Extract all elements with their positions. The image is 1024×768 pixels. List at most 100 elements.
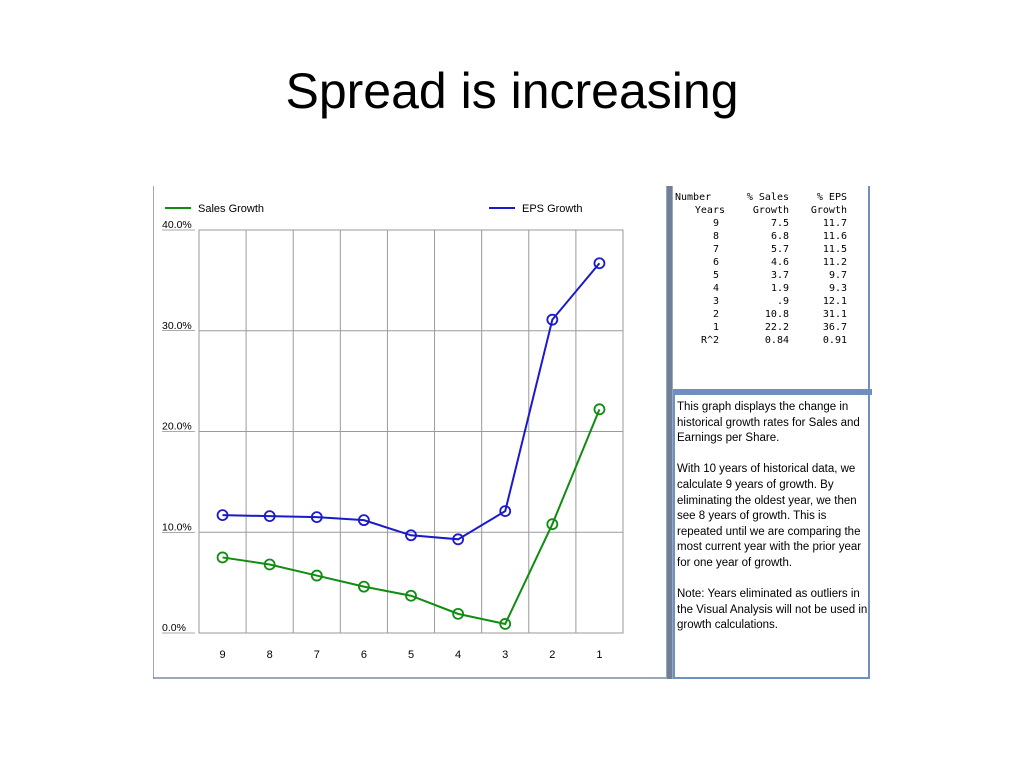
- data-point-marker: [499, 618, 512, 630]
- x-tick-label: 5: [408, 649, 414, 661]
- table-row: 4 1.9 9.3: [675, 282, 847, 295]
- legend-label: Sales Growth: [198, 203, 264, 215]
- table-cell: 0.84: [764, 335, 789, 346]
- table-cell: 11.6: [822, 231, 847, 242]
- table-row: 7 5.7 11.5: [675, 243, 847, 256]
- x-tick-label: 6: [361, 649, 367, 661]
- table-cell: 7: [712, 244, 719, 255]
- chart-legend: Sales Growth EPS Growth: [165, 203, 583, 215]
- data-point-marker: [405, 529, 417, 542]
- growth-table: Number % Sales % EPS Years Growth Growth…: [675, 191, 847, 347]
- x-tick-label: 4: [455, 649, 461, 661]
- table-header-cell: Growth: [752, 205, 789, 216]
- data-point-marker: [452, 533, 465, 546]
- table-row: R^2 0.84 0.91: [675, 334, 847, 347]
- growth-line-chart: Sales Growth EPS Growth 40.0%30.0%20.0%10…: [153, 186, 666, 679]
- table-cell: 36.7: [822, 322, 847, 333]
- table-cell: 5.7: [770, 244, 789, 255]
- table-row: 5 3.7 9.7: [675, 269, 847, 282]
- table-row: 8 6.8 11.6: [675, 230, 847, 243]
- table-cell: 0.91: [822, 335, 847, 346]
- table-header-cell: Years: [694, 205, 725, 216]
- table-cell: 9.3: [828, 283, 847, 294]
- table-cell: 9: [712, 218, 719, 229]
- table-cell: 7.5: [770, 218, 789, 229]
- table-header-row: Number % Sales % EPS: [675, 191, 847, 204]
- x-tick-label: 1: [596, 649, 602, 661]
- table-header-cell: Number: [675, 192, 712, 203]
- panel-separator: [673, 389, 872, 395]
- table-header-cell: % EPS: [816, 192, 847, 203]
- table-cell: 11.2: [822, 257, 847, 268]
- table-cell: 5: [712, 270, 719, 281]
- table-cell: 11.5: [822, 244, 847, 255]
- data-point-marker: [216, 551, 229, 564]
- table-cell: 1.9: [770, 283, 789, 294]
- data-point-marker: [263, 510, 276, 523]
- x-tick-label: 3: [502, 649, 508, 661]
- table-row: 1 22.2 36.7: [675, 321, 847, 334]
- data-point-marker: [263, 558, 276, 571]
- table-cell: R^2: [700, 335, 719, 346]
- x-tick-label: 2: [549, 649, 555, 661]
- table-cell: 4: [712, 283, 719, 294]
- table-row: 9 7.5 11.7: [675, 217, 847, 230]
- table-cell: 10.8: [764, 309, 789, 320]
- description-paragraph: This graph displays the change in histor…: [677, 401, 860, 445]
- data-point-marker: [593, 403, 606, 416]
- table-row: 2 10.8 31.1: [675, 308, 847, 321]
- table-cell: .9: [776, 296, 789, 307]
- growth-table-panel: Number % Sales % EPS Years Growth Growth…: [673, 186, 870, 389]
- data-point-marker: [405, 589, 417, 602]
- table-cell: 9.7: [828, 270, 847, 281]
- table-cell: 2: [712, 309, 719, 320]
- table-cell: 22.2: [764, 322, 789, 333]
- x-tick-label: 9: [219, 649, 225, 661]
- legend-label: EPS Growth: [522, 203, 583, 215]
- table-cell: 12.1: [822, 296, 847, 307]
- data-point-marker: [357, 580, 370, 593]
- table-cell: 6: [712, 257, 719, 268]
- data-point-marker: [310, 569, 323, 582]
- slide-title: Spread is increasing: [285, 63, 739, 119]
- data-point-marker: [546, 313, 559, 326]
- y-tick-label: 20.0%: [162, 421, 192, 433]
- x-axis-tick-labels: 9 8 7 6 5 4 3 2 1: [219, 649, 602, 661]
- description-paragraph: With 10 years of historical data, we cal…: [677, 463, 862, 569]
- table-cell: 4.6: [770, 257, 789, 268]
- table-header-cell: % Sales: [746, 192, 789, 203]
- data-point-marker: [546, 518, 559, 531]
- y-axis-tick-labels: 40.0% 30.0% 20.0% 10.0% 0.0%: [162, 219, 195, 634]
- table-cell: 31.1: [822, 309, 847, 320]
- chart-grid: [198, 229, 624, 634]
- table-cell: 11.7: [822, 218, 847, 229]
- table-cell: 3.7: [770, 270, 789, 281]
- data-point-marker: [499, 505, 512, 517]
- description-panel: This graph displays the change in histor…: [673, 395, 870, 679]
- x-tick-label: 8: [267, 649, 273, 661]
- table-cell: 8: [712, 231, 719, 242]
- table-cell: 3: [712, 296, 719, 307]
- data-point-marker: [357, 514, 370, 527]
- series-line: [222, 408, 601, 626]
- table-row: 3 .9 12.1: [675, 295, 847, 308]
- data-point-marker: [452, 607, 465, 620]
- panel-splitter[interactable]: [666, 186, 673, 679]
- y-tick-label: 0.0%: [162, 622, 186, 634]
- description-paragraph: Note: Years eliminated as outliers in th…: [677, 588, 868, 632]
- y-tick-label: 10.0%: [162, 521, 192, 533]
- chart-background: [153, 186, 666, 679]
- y-tick-label: 40.0%: [162, 219, 192, 231]
- y-tick-label: 30.0%: [162, 320, 192, 332]
- x-tick-label: 7: [314, 649, 320, 661]
- chart-series: [216, 257, 606, 630]
- series-line: [222, 262, 601, 541]
- data-point-marker: [310, 511, 323, 524]
- data-point-marker: [216, 509, 229, 522]
- data-point-marker: [593, 257, 606, 270]
- table-header-cell: Growth: [810, 205, 847, 216]
- table-header-row: Years Growth Growth: [675, 204, 847, 217]
- table-cell: 1: [712, 322, 719, 333]
- growth-analysis-window: Sales Growth EPS Growth 40.0% 30.0% 20.0% 10…: [153, 186, 872, 679]
- table-cell: 6.8: [770, 231, 789, 242]
